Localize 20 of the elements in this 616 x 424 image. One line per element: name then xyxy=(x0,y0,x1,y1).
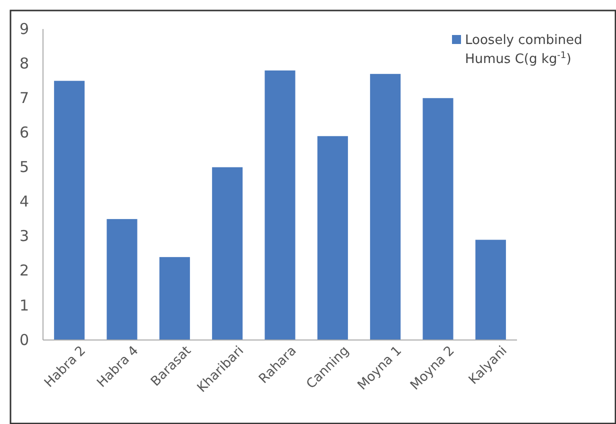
y-tick-label: 9 xyxy=(19,20,29,38)
y-tick-label: 4 xyxy=(19,192,29,211)
legend-label: Loosely combined Humus C(g kg$^{-1}$) xyxy=(465,33,582,67)
y-tick-label: 6 xyxy=(19,123,29,142)
bar xyxy=(54,80,85,340)
y-tick-label: 1 xyxy=(19,296,29,314)
y-tick-label: 0 xyxy=(19,330,29,349)
bar xyxy=(422,98,454,340)
y-tick-label: 2 xyxy=(19,262,29,280)
bar xyxy=(212,167,243,340)
bar xyxy=(317,136,348,340)
y-tick-label: 7 xyxy=(19,88,29,107)
bar xyxy=(370,74,401,340)
bar xyxy=(264,70,296,340)
bar xyxy=(106,219,138,340)
bar xyxy=(159,257,190,340)
y-tick-label: 3 xyxy=(19,227,29,246)
bar xyxy=(475,240,506,340)
y-tick-label: 5 xyxy=(19,158,29,176)
y-tick-label: 8 xyxy=(19,54,29,72)
